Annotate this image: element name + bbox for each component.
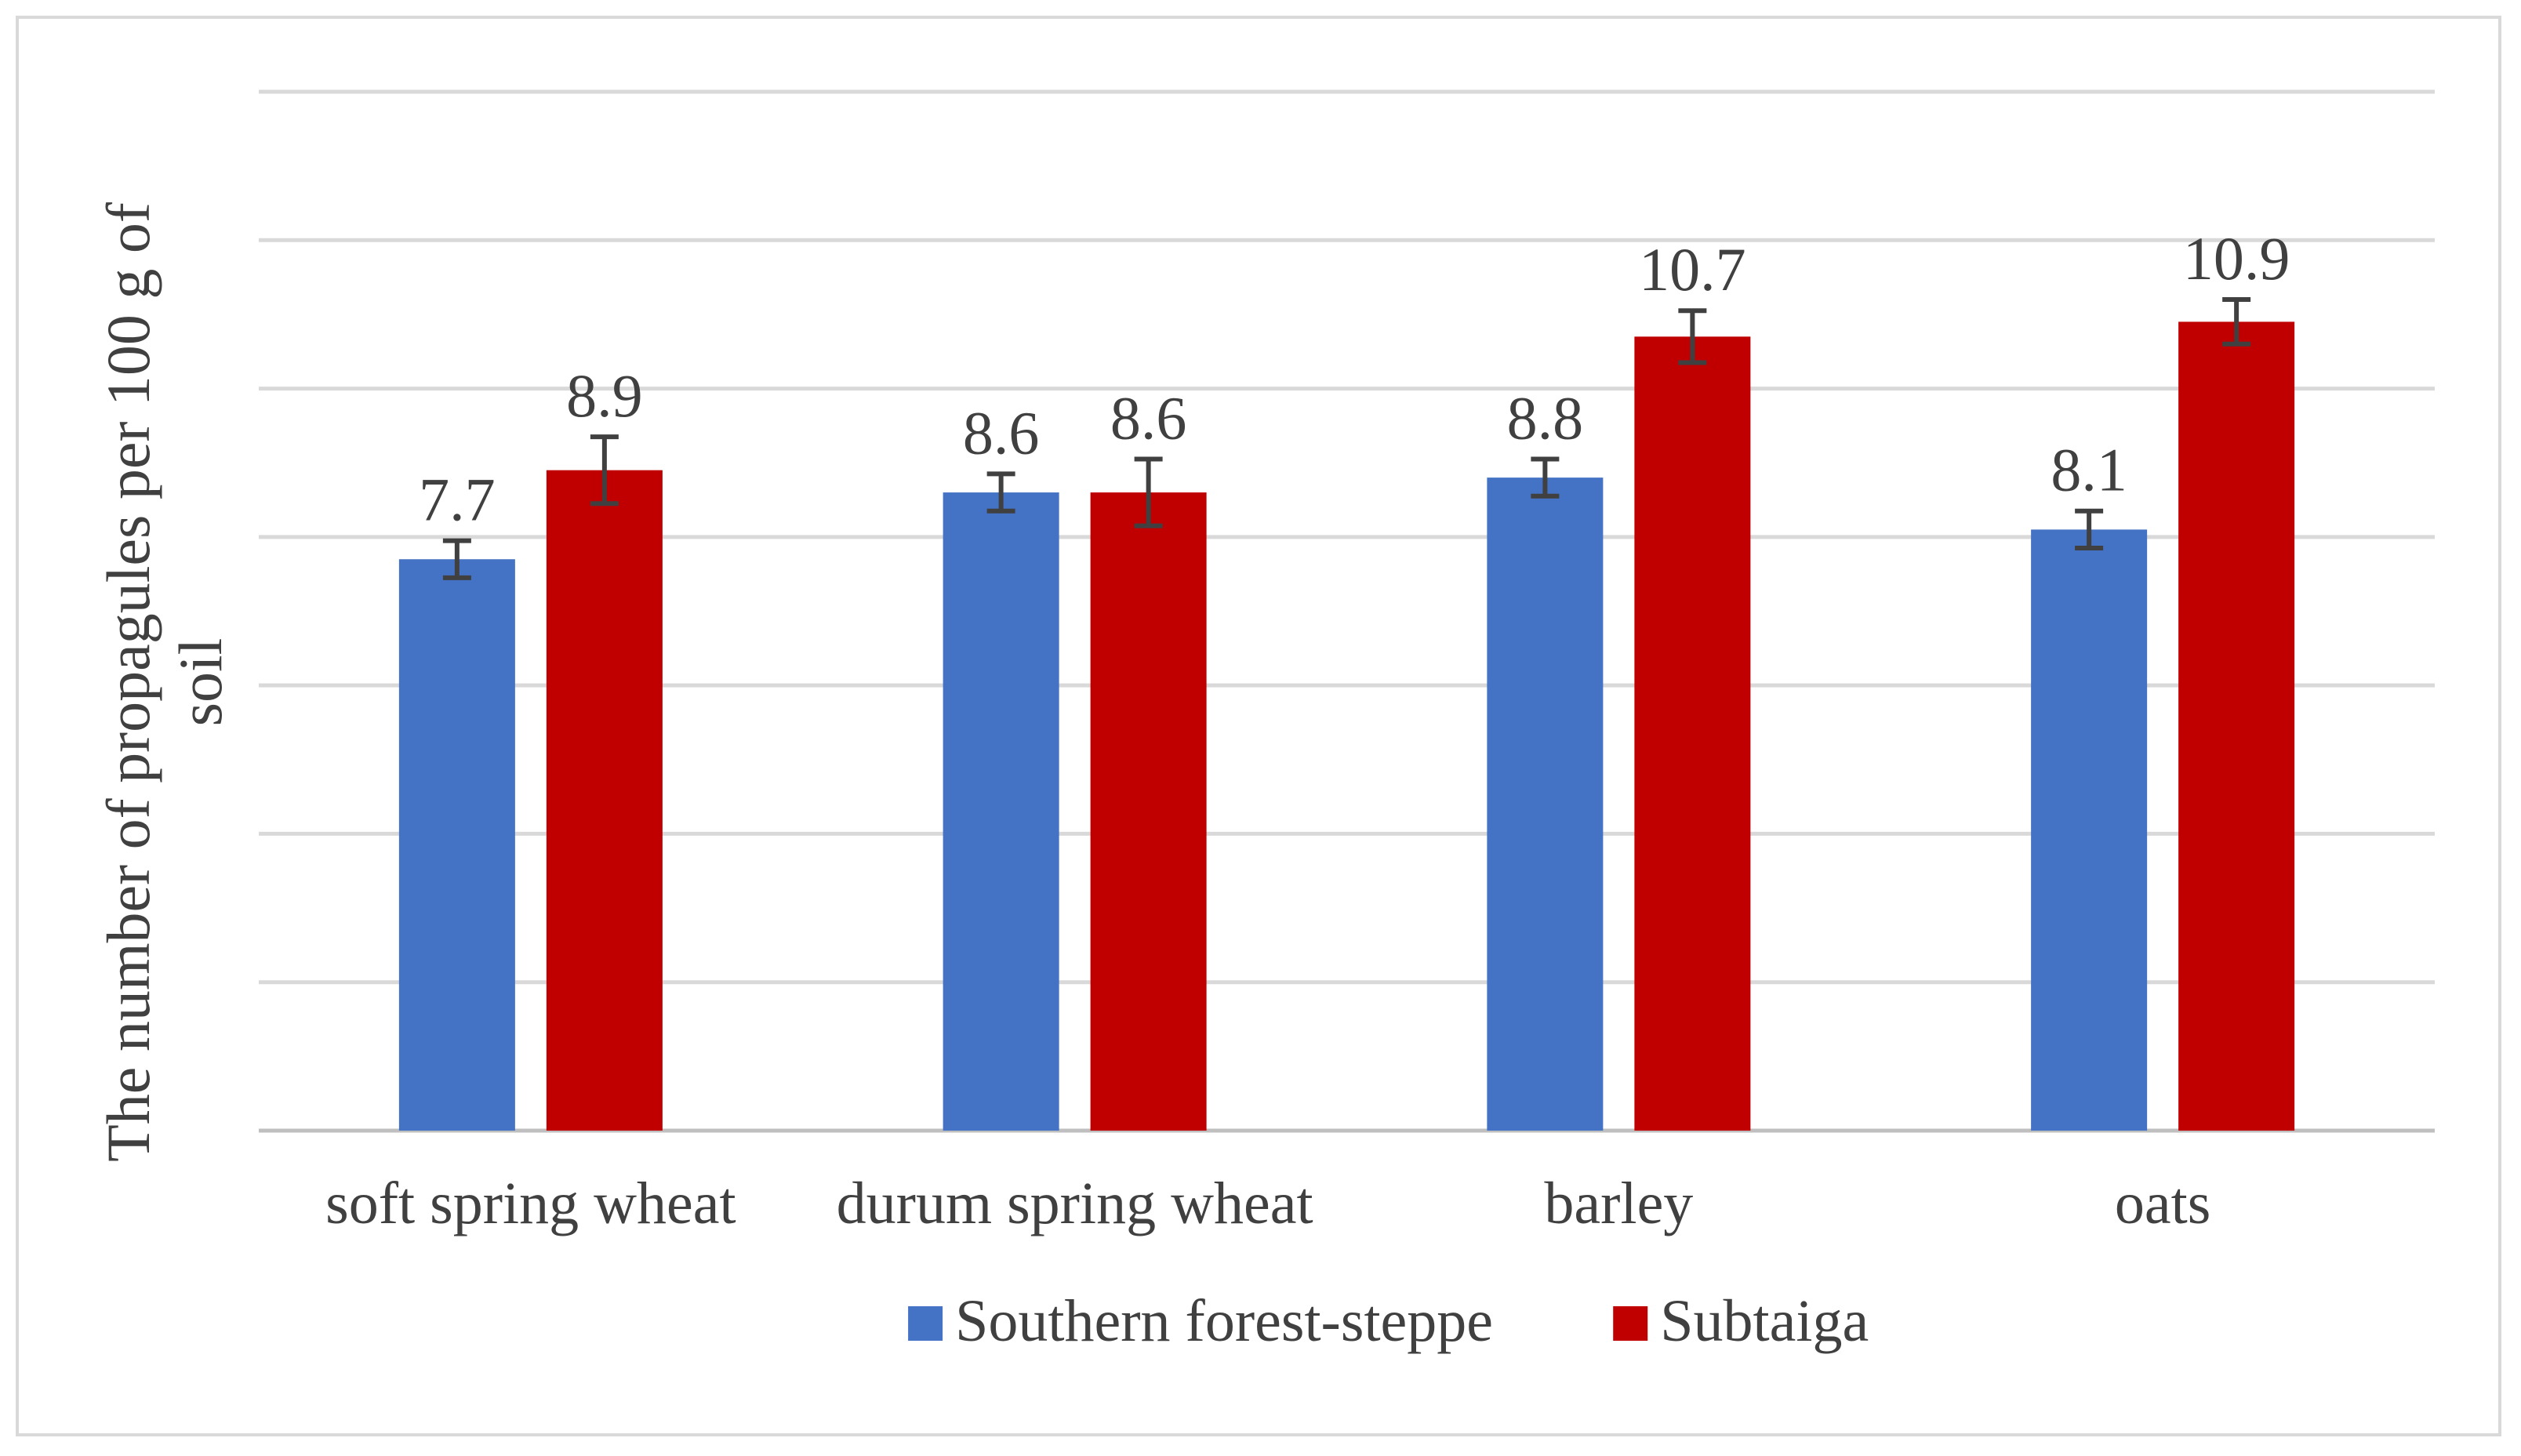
bar-subtaiga-1 — [1090, 492, 1207, 1131]
legend-swatch — [1613, 1306, 1648, 1341]
data-label: 8.8 — [1507, 383, 1584, 452]
bar-southern-forest-steppe-0 — [398, 559, 515, 1131]
legend-label: Subtaiga — [1660, 1288, 1869, 1354]
bar-southern-forest-steppe-3 — [2031, 529, 2148, 1131]
error-bar — [590, 434, 619, 507]
error-bar — [442, 538, 471, 580]
category-labels: soft spring wheat durum spring wheat barle… — [325, 1171, 2210, 1236]
error-bar — [1134, 456, 1163, 528]
data-label: 10.9 — [2183, 224, 2290, 292]
error-bar — [1531, 456, 1560, 499]
error-bar — [986, 471, 1015, 514]
data-label: 8.6 — [963, 398, 1040, 467]
error-bar — [1678, 308, 1707, 365]
bar-subtaiga-3 — [2178, 321, 2295, 1131]
bar-southern-forest-steppe-1 — [943, 492, 1059, 1131]
bars — [398, 321, 2295, 1131]
legend-item-subtaiga: Subtaiga — [1613, 1288, 1869, 1354]
category-label: oats — [2115, 1171, 2210, 1236]
data-label: 8.9 — [566, 361, 643, 430]
data-label: 8.6 — [1110, 383, 1187, 452]
legend-label: Southern forest-steppe — [955, 1288, 1493, 1354]
error-bar — [2222, 297, 2251, 347]
data-label: 8.1 — [2051, 436, 2127, 504]
data-label: 10.7 — [1639, 235, 1746, 303]
data-label: 7.7 — [419, 466, 496, 534]
error-bars — [442, 297, 2251, 580]
error-bar — [2075, 508, 2104, 551]
legend-item-southern-forest-steppe: Southern forest-steppe — [908, 1288, 1493, 1354]
y-axis-title: The number of propagules per 100 g ofsoi… — [94, 202, 234, 1162]
bar-southern-forest-steppe-2 — [1487, 477, 1604, 1131]
category-label: barley — [1544, 1171, 1693, 1236]
legend-swatch — [908, 1306, 943, 1341]
legend: Southern forest-steppe Subtaiga — [908, 1288, 1869, 1354]
category-label: soft spring wheat — [325, 1171, 736, 1236]
data-labels: 7.7 8.9 8.6 8.6 8.8 10.7 8.1 10.9 — [419, 224, 2290, 534]
bar-subtaiga-0 — [546, 470, 663, 1131]
y-axis-title-group: The number of propagules per 100 g ofsoi… — [94, 202, 234, 1162]
category-label: durum spring wheat — [837, 1171, 1313, 1236]
bar-subtaiga-2 — [1634, 336, 1751, 1131]
